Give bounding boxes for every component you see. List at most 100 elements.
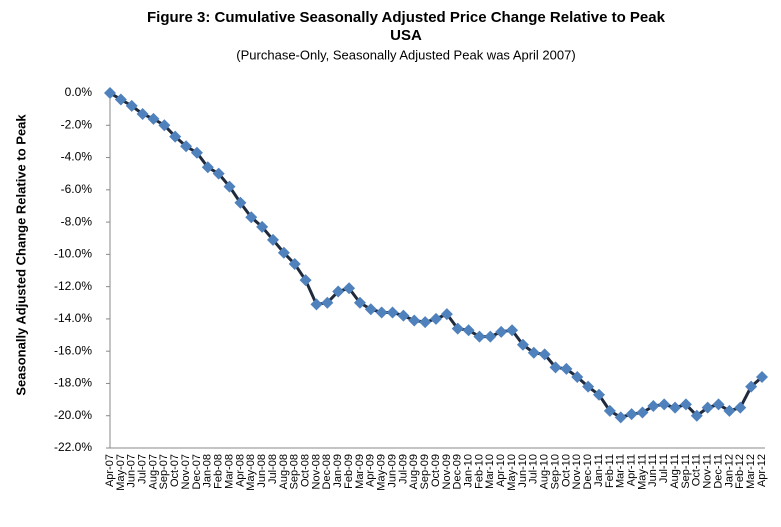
- marker: [321, 296, 334, 309]
- y-tick-label: -22.0%: [54, 440, 92, 454]
- marker: [647, 400, 660, 413]
- marker: [745, 380, 758, 393]
- x-tick-label: Nov-10: [571, 454, 583, 489]
- x-tick-label: Oct-10: [560, 454, 572, 487]
- marker: [734, 401, 747, 414]
- marker: [723, 404, 736, 417]
- marker: [267, 233, 279, 246]
- marker: [299, 274, 312, 287]
- x-tick-label: Dec-09: [452, 454, 464, 489]
- x-tick-label: Oct-07: [169, 454, 181, 487]
- x-tick-label: Sep-07: [158, 454, 170, 489]
- marker: [158, 119, 171, 132]
- x-tick-label: Jun-11: [647, 454, 659, 487]
- marker: [256, 220, 269, 233]
- x-tick-label: May-11: [636, 454, 648, 490]
- x-tick-label: Jun-08: [256, 454, 268, 488]
- marker: [180, 140, 193, 153]
- marker: [277, 246, 290, 259]
- marker: [332, 285, 345, 298]
- marker: [440, 308, 453, 321]
- marker: [701, 401, 714, 414]
- x-tick-label: Jul-07: [137, 454, 149, 484]
- marker: [212, 167, 225, 180]
- x-tick-label: Feb-09: [343, 454, 355, 489]
- x-tick-label: Mar-09: [354, 454, 366, 489]
- y-tick-label: -6.0%: [61, 182, 93, 196]
- x-tick-label: Oct-11: [691, 454, 703, 486]
- marker: [288, 258, 301, 271]
- chart-subtitle: (Purchase-Only, Seasonally Adjusted Peak…: [236, 47, 575, 62]
- marker: [679, 398, 692, 411]
- x-tick-label: Nov-07: [180, 454, 192, 489]
- y-tick-label: -12.0%: [54, 279, 92, 293]
- x-tick-label: Sep-09: [419, 454, 431, 489]
- marker: [495, 325, 508, 338]
- data-line: [109, 91, 763, 419]
- marker: [353, 296, 366, 309]
- x-tick-label: Dec-08: [321, 454, 333, 489]
- marker: [560, 362, 573, 375]
- marker: [234, 196, 247, 209]
- x-tick-label: Apr-11: [626, 454, 638, 486]
- marker: [484, 330, 497, 343]
- marker: [375, 306, 388, 319]
- marker: [462, 324, 475, 337]
- marker: [538, 348, 551, 361]
- marker: [625, 408, 638, 421]
- y-tick-label: -2.0%: [61, 117, 93, 131]
- marker: [506, 324, 519, 337]
- x-tick-label: Aug-08: [278, 454, 290, 489]
- y-tick-label: -10.0%: [54, 247, 92, 261]
- x-tick-label: Sep-08: [289, 454, 301, 489]
- y-tick-label: -20.0%: [54, 408, 92, 422]
- marker: [408, 314, 421, 327]
- x-tick-label: Nov-09: [441, 454, 453, 489]
- x-tick-label: Apr-08: [234, 454, 246, 487]
- marker: [636, 406, 649, 419]
- x-tick-label: Apr-12: [756, 454, 768, 487]
- marker: [104, 87, 116, 99]
- marker: [527, 346, 540, 359]
- x-tick-label: Jul-09: [397, 454, 409, 484]
- x-tick-label: Jan-11: [593, 454, 605, 487]
- x-tick-label: Jan-09: [332, 454, 344, 488]
- x-tick-label: Jan-08: [202, 454, 214, 488]
- marker: [593, 388, 605, 401]
- x-tick-label: Jan-10: [463, 454, 475, 488]
- x-tick-label: Mar-08: [223, 454, 235, 489]
- x-tick-label: Dec-11: [712, 454, 724, 489]
- x-tick-label: Feb-10: [473, 454, 485, 489]
- x-tick-label: Jul-10: [528, 454, 540, 484]
- x-tick-label: May-07: [115, 454, 127, 491]
- marker: [364, 303, 377, 316]
- marker: [397, 309, 410, 322]
- marker: [114, 93, 127, 106]
- x-tick-label: Apr-07: [104, 454, 116, 487]
- marker: [147, 112, 160, 125]
- x-tick-label: Jul-11: [658, 454, 670, 483]
- marker: [169, 130, 182, 143]
- marker: [430, 312, 442, 325]
- x-tick-label: Feb-08: [213, 454, 225, 489]
- marker: [201, 161, 214, 174]
- marker: [603, 404, 616, 417]
- x-tick-label: May-08: [245, 454, 257, 491]
- x-tick-label: Jun-07: [126, 454, 138, 488]
- y-tick-label: -18.0%: [54, 376, 92, 390]
- x-tick-label: Jun-10: [517, 454, 529, 488]
- marker: [756, 371, 768, 383]
- x-tick-label: Dec-10: [582, 454, 594, 489]
- marker: [473, 330, 486, 343]
- x-tick-label: Apr-09: [365, 454, 377, 487]
- x-tick-label: Jun-09: [386, 454, 398, 488]
- marker: [223, 180, 236, 193]
- marker: [125, 99, 138, 112]
- marker: [614, 411, 627, 424]
- marker: [343, 282, 356, 295]
- y-tick-label: -8.0%: [61, 214, 93, 228]
- y-tick-label: 0.0%: [65, 85, 93, 99]
- x-tick-label: Nov-08: [310, 454, 322, 489]
- marker: [451, 322, 464, 335]
